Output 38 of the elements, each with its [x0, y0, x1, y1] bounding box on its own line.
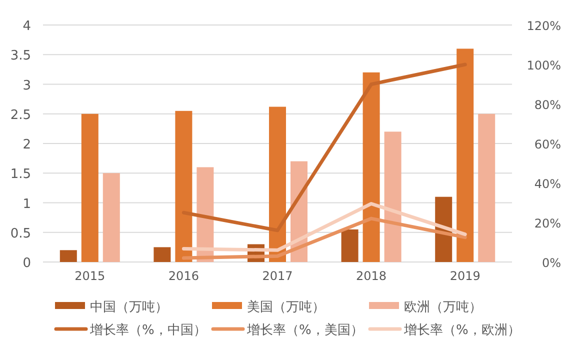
bar: [269, 106, 286, 262]
y-tick-label: 3.5: [10, 48, 31, 64]
legend-label: 欧洲（万吨）: [404, 300, 482, 315]
legend-label: 中国（万吨）: [90, 300, 168, 315]
legend-label: 增长率（%，欧洲）: [403, 322, 520, 338]
x-tick-label: 2018: [356, 269, 387, 283]
y-tick-label: 2.5: [10, 108, 31, 123]
x-tick-label: 2016: [168, 269, 199, 283]
bar: [102, 173, 120, 262]
bar: [456, 48, 474, 262]
y2-tick-label: 0%: [542, 256, 561, 270]
y2-tick-label: 80%: [534, 98, 561, 112]
bar: [341, 229, 358, 262]
x-tick-label: 2019: [450, 269, 480, 283]
y-tick-label: 0.5: [10, 226, 31, 242]
y2-tick-label: 20%: [534, 216, 561, 230]
bar: [81, 114, 98, 262]
y-tick-label: 1.5: [10, 167, 31, 182]
x-tick-label: 2017: [262, 269, 293, 283]
bar: [154, 247, 171, 262]
bar: [60, 250, 77, 262]
legend-label: 美国（万吨）: [247, 299, 325, 315]
y2-tick-label: 120%: [526, 19, 561, 33]
bar: [478, 114, 496, 262]
y-tick-label: 1: [22, 196, 31, 212]
bar: [362, 72, 380, 262]
y2-tick-label: 100%: [526, 58, 561, 72]
legend-label: 增长率（%，美国）: [246, 322, 364, 338]
y-tick-label: 3: [22, 78, 31, 94]
y2-tick-label: 40%: [534, 177, 561, 191]
x-tick-label: 2015: [74, 269, 106, 283]
y2-tick-label: 60%: [534, 138, 561, 152]
y-tick-label: 4: [22, 19, 31, 34]
legend-label: 增长率（%，中国）: [89, 322, 206, 338]
bar: [175, 110, 192, 262]
y-tick-label: 2: [22, 138, 31, 152]
y-tick-label: 0: [22, 256, 31, 271]
bar: [384, 132, 402, 262]
